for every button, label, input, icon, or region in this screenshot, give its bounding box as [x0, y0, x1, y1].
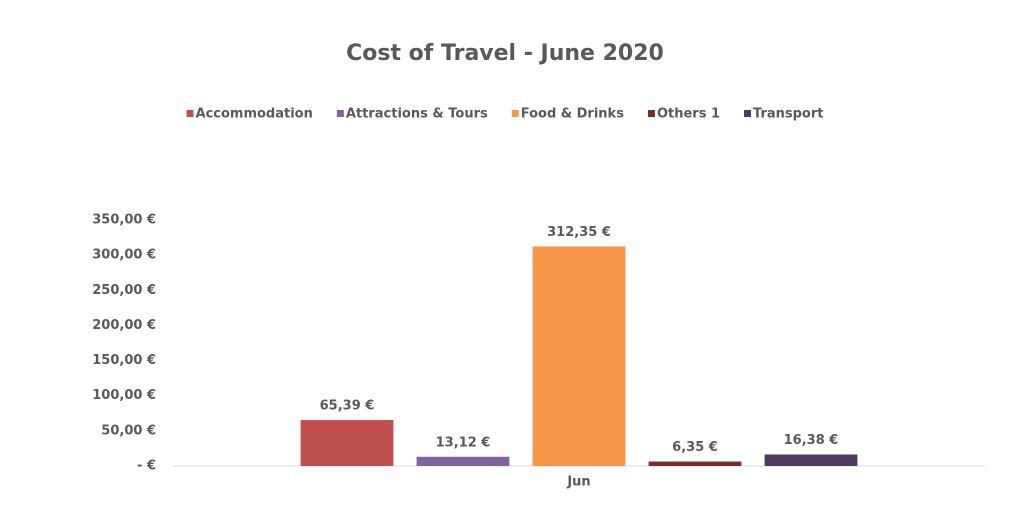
bar [532, 246, 626, 466]
y-tick-label: 100,00 € [92, 388, 156, 403]
bar [648, 461, 742, 466]
chart-title: Cost of Travel - June 2020 [346, 41, 664, 66]
legend-swatch [186, 110, 194, 117]
data-label: 312,35 € [547, 225, 611, 240]
y-tick-label: 250,00 € [92, 283, 156, 298]
y-tick-label: 150,00 € [92, 353, 156, 368]
legend-label: Others 1 [657, 107, 720, 122]
legend-label: Attractions & Tours [346, 107, 488, 122]
legend-swatch [511, 110, 519, 117]
bar [416, 456, 510, 466]
data-label: 16,38 € [784, 433, 839, 448]
y-tick-label: 50,00 € [101, 423, 156, 438]
y-tick-label: 300,00 € [92, 248, 156, 263]
y-tick-label: 200,00 € [92, 318, 156, 333]
y-tick-label: - € [137, 459, 156, 474]
bar [764, 454, 858, 466]
data-label: 13,12 € [436, 435, 491, 450]
bar [300, 420, 394, 466]
legend-swatch [647, 110, 655, 117]
x-tick-label: Jun [566, 475, 590, 490]
y-tick-label: 350,00 € [92, 213, 156, 228]
legend-label: Transport [753, 107, 823, 122]
data-label: 6,35 € [672, 440, 718, 455]
legend-swatch [336, 110, 344, 117]
legend-label: Food & Drinks [521, 107, 624, 122]
legend: Accommodation Attractions & Tours Food & D… [186, 107, 823, 122]
data-label: 65,39 € [320, 399, 375, 414]
legend-label: Accommodation [196, 107, 313, 122]
legend-swatch [744, 110, 752, 117]
